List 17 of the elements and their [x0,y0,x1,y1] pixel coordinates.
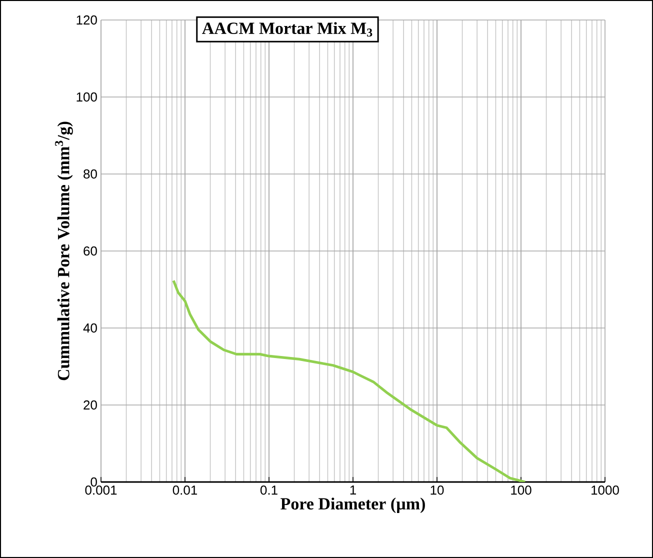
y-tick-label: 20 [84,400,97,410]
x-tick-label: 0.001 [85,486,117,495]
chart-title: AACM Mortar Mix M$_{3}$ [202,22,372,37]
y-tick-label: 100 [76,92,97,102]
x-tick-label: 0.1 [260,486,278,495]
x-axis-title: Pore Diameter (µm) [280,498,425,514]
y-axis-title: Cummulative Pore Volume (mm$^{3}$/g) [55,122,73,380]
y-tick-label: 40 [83,323,97,333]
y-tick-label: 80 [84,169,97,179]
y-tick-label: 120 [76,15,97,25]
x-tick-label: 1 [350,486,356,494]
x-tick-label: 100 [511,486,532,495]
x-tick-label: 1000 [592,486,619,495]
y-tick-label: 60 [84,246,97,256]
x-tick-label: 0.01 [172,486,198,495]
y-tick-label: 0 [90,477,97,487]
x-tick-label: 10 [430,486,444,495]
